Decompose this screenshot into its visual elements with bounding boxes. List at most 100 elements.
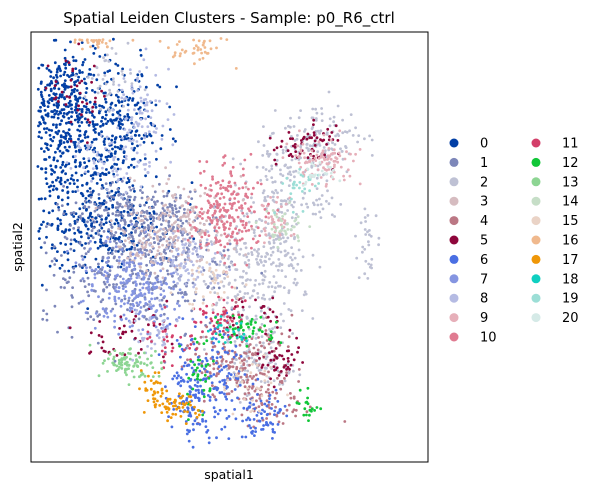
cluster-point bbox=[182, 400, 186, 403]
cluster-point bbox=[278, 262, 282, 266]
cluster-point bbox=[151, 123, 155, 126]
cluster-point bbox=[289, 116, 292, 120]
cluster-point bbox=[55, 73, 58, 77]
cluster-point bbox=[364, 233, 368, 236]
cluster-point bbox=[122, 77, 126, 80]
cluster-point bbox=[322, 166, 325, 170]
cluster-point bbox=[206, 394, 210, 397]
cluster-point bbox=[276, 191, 279, 195]
cluster-point bbox=[212, 217, 216, 221]
cluster-point bbox=[142, 140, 146, 144]
cluster-point bbox=[89, 239, 92, 243]
cluster-point bbox=[242, 173, 245, 177]
cluster-point bbox=[137, 122, 141, 126]
cluster-point bbox=[175, 371, 179, 375]
cluster-point bbox=[86, 317, 90, 321]
cluster-point bbox=[288, 179, 292, 182]
cluster-point bbox=[142, 282, 146, 286]
cluster-point bbox=[325, 143, 328, 146]
cluster-point bbox=[115, 354, 119, 357]
cluster-point bbox=[204, 315, 208, 319]
cluster-point bbox=[244, 192, 248, 196]
cluster-point bbox=[313, 139, 317, 143]
cluster-point bbox=[139, 265, 142, 269]
cluster-point bbox=[77, 301, 81, 305]
cluster-point bbox=[124, 154, 128, 158]
cluster-point bbox=[246, 196, 250, 199]
cluster-point bbox=[289, 256, 292, 259]
cluster-point bbox=[84, 242, 87, 245]
cluster-point bbox=[61, 160, 65, 164]
cluster-point bbox=[63, 250, 66, 254]
cluster-point bbox=[147, 233, 151, 237]
cluster-point bbox=[91, 114, 94, 117]
cluster-point bbox=[271, 261, 275, 265]
cluster-point bbox=[306, 396, 309, 400]
cluster-point bbox=[150, 198, 154, 202]
cluster-point bbox=[363, 272, 367, 276]
cluster-point bbox=[40, 136, 43, 140]
cluster-point bbox=[263, 410, 266, 413]
cluster-point bbox=[163, 352, 167, 356]
cluster-point bbox=[170, 364, 174, 367]
cluster-point bbox=[292, 266, 295, 270]
cluster-point bbox=[138, 288, 142, 292]
cluster-point bbox=[190, 334, 194, 338]
cluster-point bbox=[293, 219, 297, 223]
cluster-point bbox=[88, 121, 92, 124]
cluster-point bbox=[107, 60, 111, 63]
cluster-point bbox=[100, 187, 104, 190]
cluster-point bbox=[190, 268, 194, 272]
cluster-point bbox=[274, 281, 278, 284]
cluster-point bbox=[151, 261, 155, 265]
cluster-point bbox=[179, 224, 183, 228]
cluster-point bbox=[354, 126, 357, 130]
cluster-point bbox=[275, 320, 278, 324]
cluster-point bbox=[179, 335, 183, 339]
legend-marker bbox=[449, 254, 459, 264]
cluster-point bbox=[39, 246, 43, 249]
cluster-point bbox=[192, 237, 196, 241]
cluster-point bbox=[178, 344, 182, 348]
cluster-point bbox=[169, 258, 173, 262]
cluster-point bbox=[255, 343, 258, 347]
cluster-point bbox=[259, 315, 263, 319]
cluster-point bbox=[43, 241, 47, 245]
cluster-point bbox=[126, 204, 129, 208]
cluster-point bbox=[44, 131, 48, 134]
cluster-point bbox=[254, 337, 258, 340]
cluster-point bbox=[85, 266, 88, 270]
cluster-point bbox=[319, 203, 323, 206]
cluster-point bbox=[240, 204, 244, 208]
cluster-point bbox=[103, 71, 107, 75]
cluster-point bbox=[179, 376, 183, 379]
cluster-point bbox=[146, 345, 150, 348]
cluster-point bbox=[291, 225, 295, 229]
cluster-point bbox=[177, 291, 180, 295]
cluster-point bbox=[220, 335, 224, 339]
cluster-point bbox=[281, 148, 285, 152]
cluster-point bbox=[217, 365, 221, 368]
cluster-point bbox=[306, 156, 310, 160]
cluster-point bbox=[108, 88, 111, 92]
cluster-point bbox=[280, 354, 284, 358]
cluster-point bbox=[155, 212, 159, 216]
cluster-point bbox=[370, 257, 374, 261]
cluster-point bbox=[278, 383, 281, 386]
cluster-point bbox=[256, 377, 260, 381]
cluster-point bbox=[291, 155, 294, 158]
legend-marker bbox=[449, 177, 459, 187]
cluster-point bbox=[219, 280, 223, 284]
cluster-point bbox=[189, 403, 192, 407]
cluster-point bbox=[314, 159, 318, 163]
cluster-point bbox=[99, 178, 102, 182]
cluster-point bbox=[224, 226, 227, 230]
cluster-point bbox=[44, 171, 48, 174]
cluster-point bbox=[217, 240, 221, 244]
cluster-point bbox=[150, 263, 154, 267]
cluster-point bbox=[340, 150, 344, 153]
cluster-point bbox=[203, 367, 206, 371]
cluster-point bbox=[211, 332, 214, 336]
cluster-point bbox=[277, 374, 281, 377]
cluster-point bbox=[151, 393, 155, 397]
